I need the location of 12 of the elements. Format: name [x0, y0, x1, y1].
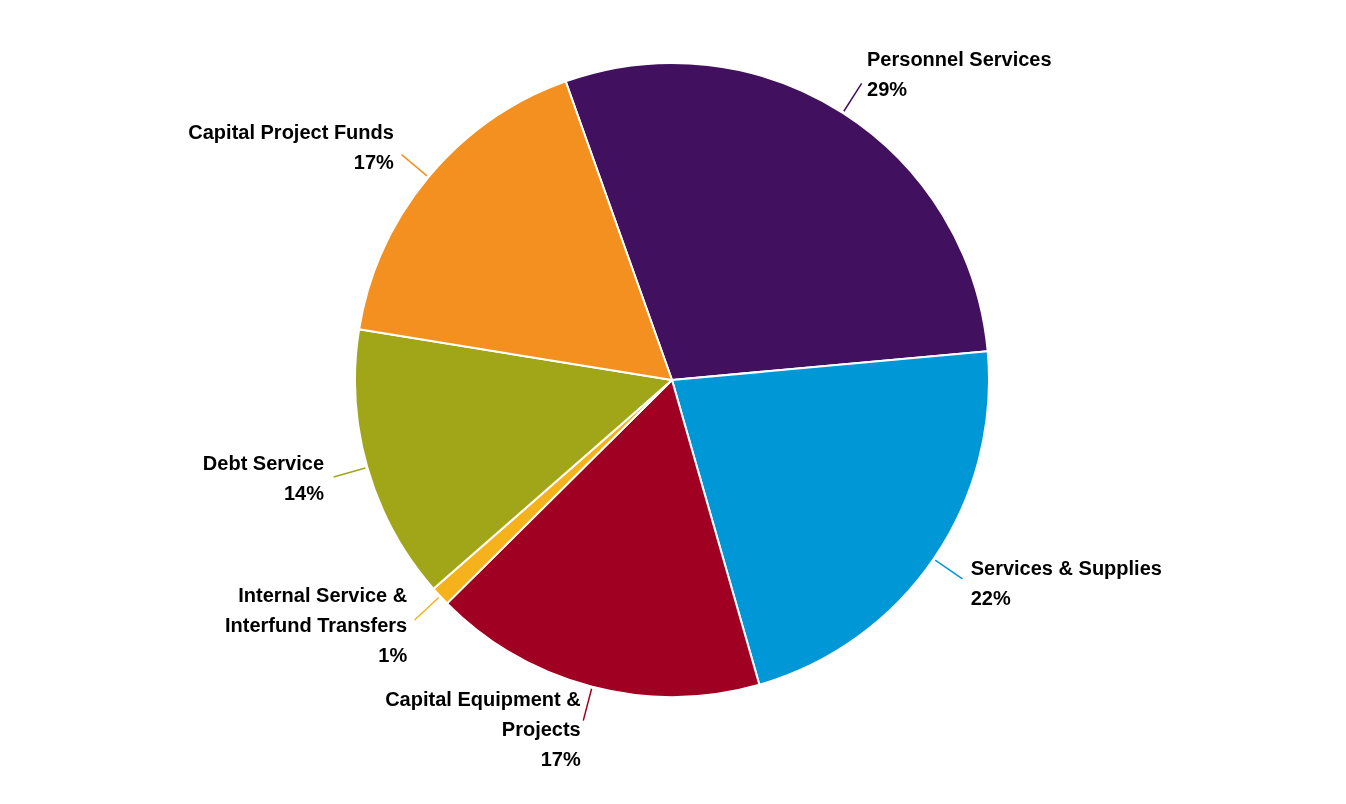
data-label: 1%: [378, 644, 408, 667]
data-label: 22%: [970, 587, 1011, 610]
data-label: 29%: [867, 77, 908, 100]
data-label: 17%: [353, 150, 395, 173]
data-label: 17%: [540, 747, 581, 770]
slice-label: Capital Project Funds: [188, 120, 394, 143]
slice-label: Personnel Services: [867, 47, 1052, 70]
slice-label: Debt Service: [202, 452, 325, 475]
data-label: 14%: [283, 482, 325, 505]
slice-label: Internal Service & Interfund Transfers: [224, 584, 408, 637]
slice-label: Capital Equipment & Projects: [385, 687, 581, 740]
slice-label: Services & Supplies: [970, 557, 1162, 580]
